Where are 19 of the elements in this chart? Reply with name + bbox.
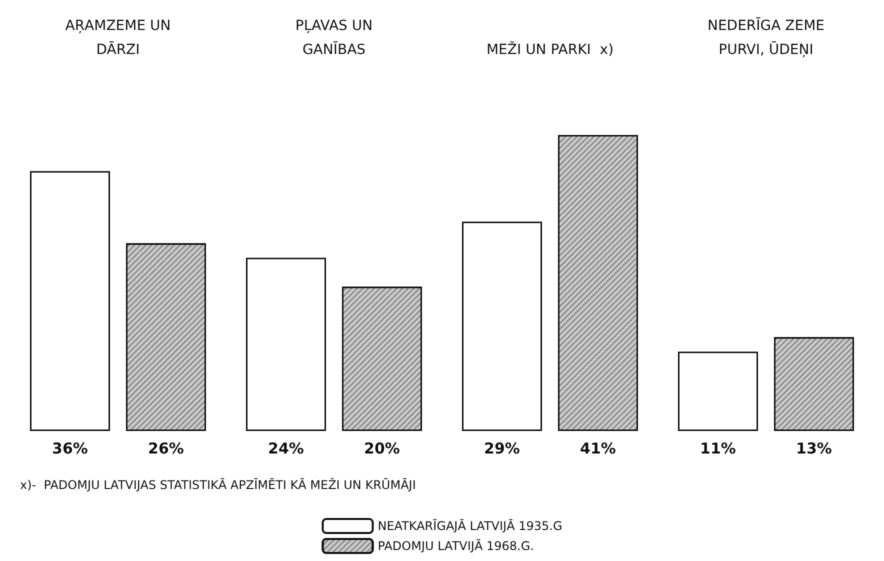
- data-label: 36%: [52, 440, 88, 458]
- bar: [30, 171, 110, 431]
- data-label: 26%: [148, 440, 184, 458]
- x-tick-label: NEDERĪGA ZEME PURVI, ŪDEŅI: [707, 17, 825, 58]
- data-label: 20%: [364, 440, 400, 458]
- data-label: 13%: [796, 440, 832, 458]
- data-label: 24%: [268, 440, 304, 458]
- bar: [678, 352, 758, 431]
- x-tick-label: AŖAMZEME UN DĀRZI: [65, 18, 171, 58]
- x-tick-label: PĻAVAS UN GANĪBAS: [295, 18, 373, 58]
- text: x)- PADOMJU LATVIJAS STATISTIKĀ APZĪMĒTI KĀ MEŽI UN KRŪMĀJI: [20, 477, 416, 492]
- legend-label: PADOMJU LATVIJĀ 1968.G.: [378, 539, 534, 553]
- data-label: 41%: [580, 440, 616, 458]
- data-label: 29%: [484, 440, 520, 458]
- legend-label: NEATKARĪGAJĀ LATVIJĀ 1935.G: [378, 519, 562, 533]
- data-label: 11%: [700, 440, 736, 458]
- x-tick-label: MEŽI UN PARKI x): [486, 41, 614, 58]
- bar: [246, 258, 326, 431]
- bar: [462, 222, 542, 431]
